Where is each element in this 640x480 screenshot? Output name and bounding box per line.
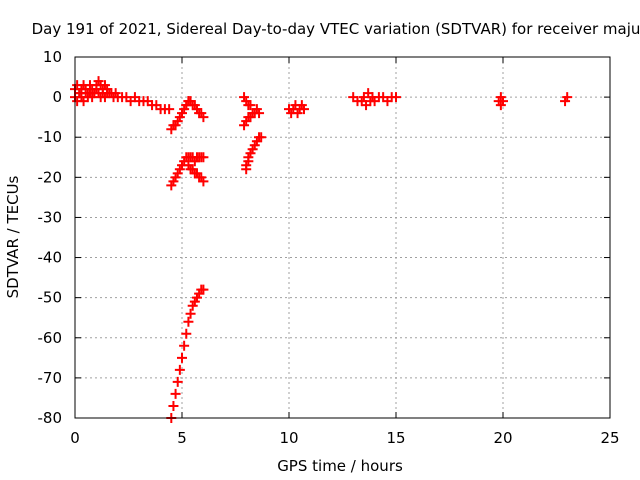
x-tick-label: 0 [70, 429, 80, 447]
y-tick-label: -40 [38, 249, 63, 267]
series-track-20h [493, 92, 508, 111]
data-point [256, 132, 267, 143]
data-point [498, 96, 508, 107]
data-point [361, 100, 372, 111]
plot-frame [74, 56, 611, 419]
y-tick-label: 10 [43, 48, 62, 66]
data-point [378, 92, 389, 103]
data-point [170, 388, 181, 399]
x-tick-label: 25 [600, 429, 619, 447]
series-track-23h [560, 92, 573, 107]
y-axis-label: SDTVAR / TECUs [4, 175, 22, 298]
chart-title: Day 191 of 2021, Sidereal Day-to-day VTE… [32, 20, 640, 38]
data-point [168, 400, 179, 411]
y-tick-label: -80 [38, 409, 63, 427]
y-tick-label: -70 [38, 369, 63, 387]
series-track-early-morning-b [70, 84, 113, 107]
data-point [179, 340, 190, 351]
data-point [363, 88, 374, 99]
data-point [198, 112, 209, 123]
y-tick-label: 0 [52, 88, 62, 106]
data-point [198, 176, 209, 187]
series-track-steep [166, 284, 209, 423]
data-point [298, 104, 309, 115]
x-axis-label: GPS time / hours [277, 457, 403, 475]
data-point [183, 316, 194, 327]
x-tick-label: 15 [386, 429, 405, 447]
y-tick-label: -50 [38, 289, 63, 307]
data-point [198, 152, 209, 163]
data-point [348, 92, 359, 103]
series-track-8h-upper [239, 92, 256, 111]
x-tick-label: 5 [177, 429, 187, 447]
data-point [358, 92, 369, 103]
series-track-5-6h-descend [183, 160, 209, 187]
data-point [198, 284, 209, 295]
data-point [102, 88, 113, 99]
data-point [151, 100, 162, 111]
data-point [121, 92, 132, 103]
data-point [172, 376, 183, 387]
series-track-13-15h [348, 88, 401, 111]
data-point [174, 364, 185, 375]
data-point [391, 92, 401, 103]
series-track-8h-lower [241, 132, 267, 175]
data-point [382, 96, 393, 107]
data-point [245, 100, 256, 111]
data-point [254, 108, 265, 119]
data-point [129, 92, 140, 103]
data-point [562, 92, 573, 103]
data-point [369, 96, 380, 107]
data-point [181, 328, 192, 339]
series-track-4-6h-arc [166, 152, 209, 191]
data-point [78, 96, 89, 107]
data-point [164, 104, 175, 115]
x-tick-label: 10 [279, 429, 298, 447]
y-tick-label: -60 [38, 329, 63, 347]
series-track-10h [284, 100, 309, 119]
series-track-8h-mid [239, 104, 265, 131]
x-tick-label: 20 [493, 429, 512, 447]
data-marks [70, 76, 573, 423]
y-tick-label: -20 [38, 168, 63, 186]
y-tick-label: -30 [38, 208, 63, 226]
data-point [125, 96, 136, 107]
series-track-5h-cluster [181, 96, 209, 123]
data-point [185, 308, 196, 319]
grid [75, 57, 610, 418]
y-tick-label: -10 [38, 128, 63, 146]
data-point [142, 96, 153, 107]
axis-ticks: 0 5 10 15 20 25 10 0 -10 -20 -30 -40 -50 -60 -70 -80 [38, 48, 620, 447]
data-point [177, 352, 187, 363]
